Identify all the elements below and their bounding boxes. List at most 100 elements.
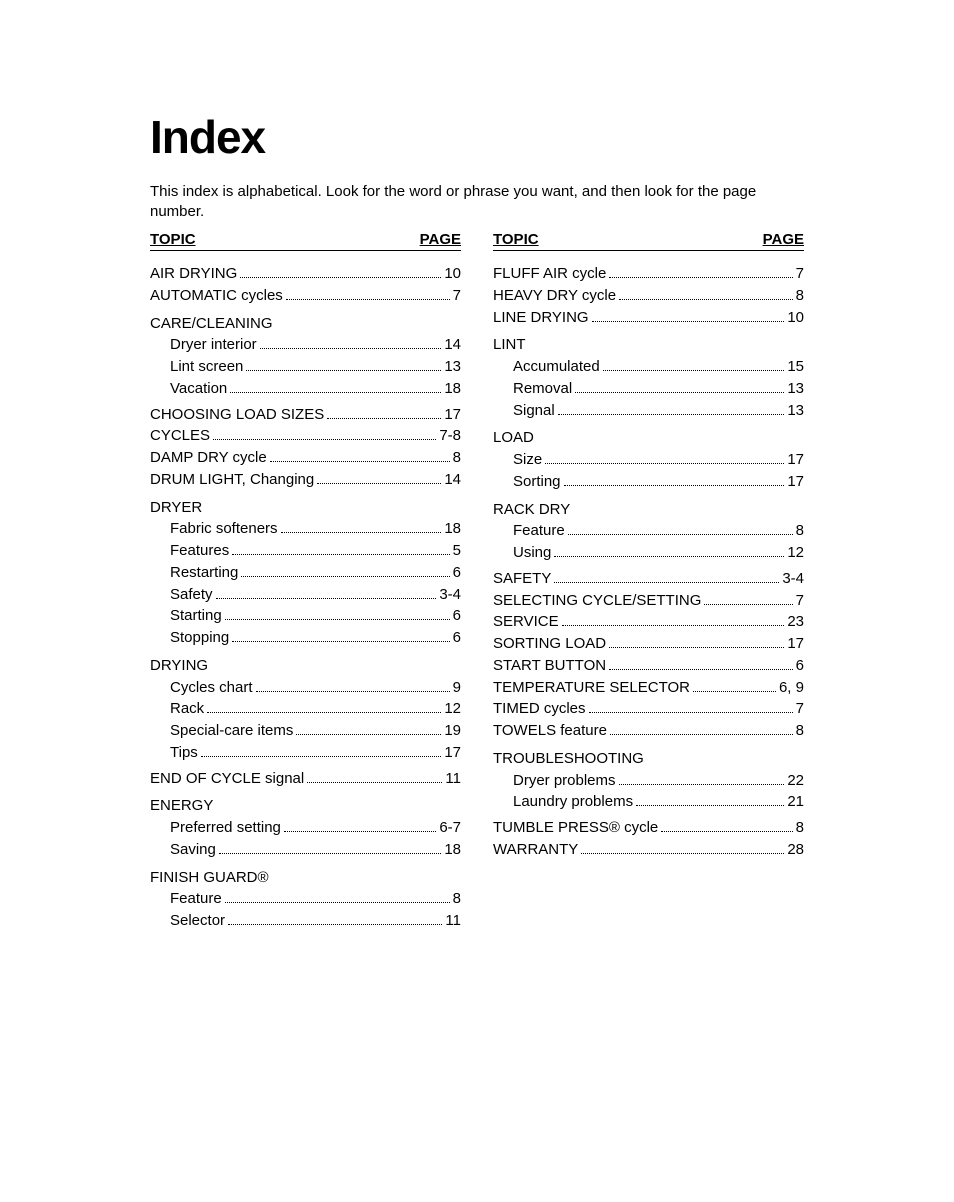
index-group-heading: LOAD (493, 427, 804, 449)
entry-label: AIR DRYING (150, 263, 237, 285)
entry-label: SELECTING CYCLE/SETTING (493, 590, 701, 612)
index-entry: FLUFF AIR cycle 7 (493, 263, 804, 285)
leader-dots (619, 299, 793, 300)
entry-label: TOWELS feature (493, 720, 607, 742)
index-subentry: Vacation 18 (150, 378, 461, 400)
index-entry: AIR DRYING10 (150, 263, 461, 285)
entry-page: 11 (445, 768, 461, 790)
entry-label: Signal (513, 400, 555, 422)
leader-dots (213, 439, 436, 440)
index-subentry: Dryer problems22 (493, 770, 804, 792)
entry-label: Saving (170, 839, 216, 861)
index-entry: SERVICE23 (493, 611, 804, 633)
entry-label: Accumulated (513, 356, 600, 378)
index-group-heading: CARE/CLEANING (150, 313, 461, 335)
entry-page: 23 (787, 611, 804, 633)
index-subentry: Features 5 (150, 540, 461, 562)
leader-dots (575, 392, 784, 393)
index-entry: CYCLES7-8 (150, 425, 461, 447)
entry-label: Restarting (170, 562, 238, 584)
entry-page: 6 (453, 562, 461, 584)
entry-page: 14 (444, 334, 461, 356)
index-group-heading: DRYING (150, 655, 461, 677)
index-group-heading: DRYER (150, 497, 461, 519)
entry-page: 7 (796, 590, 804, 612)
leader-dots (232, 641, 449, 642)
entry-label: END OF CYCLE signal (150, 768, 304, 790)
leader-dots (230, 392, 441, 393)
entry-label: FLUFF AIR cycle (493, 263, 606, 285)
entry-label: Features (170, 540, 229, 562)
entry-page: 6 (796, 655, 804, 677)
entry-page: 6-7 (439, 817, 461, 839)
index-entry: LINE DRYING10 (493, 307, 804, 329)
entry-page: 9 (453, 677, 461, 699)
index-subentry: Fabric softeners18 (150, 518, 461, 540)
leader-dots (581, 853, 784, 854)
entry-page: 28 (787, 839, 804, 861)
entry-page: 10 (787, 307, 804, 329)
index-subentry: Laundry problems21 (493, 791, 804, 813)
entry-label: CYCLES (150, 425, 210, 447)
leader-dots (636, 805, 784, 806)
entry-page: 8 (796, 520, 804, 542)
entry-label: Special-care items (170, 720, 293, 742)
index-subentry: Dryer interior 14 (150, 334, 461, 356)
entry-page: 18 (444, 378, 461, 400)
leader-dots (246, 370, 441, 371)
entry-label: Removal (513, 378, 572, 400)
index-subentry: Using12 (493, 542, 804, 564)
leader-dots (610, 734, 793, 735)
leader-dots (704, 604, 792, 605)
index-group-heading: TROUBLESHOOTING (493, 748, 804, 770)
entry-page: 6, 9 (779, 677, 804, 699)
entry-label: Dryer problems (513, 770, 616, 792)
index-entry: TEMPERATURE SELECTOR6, 9 (493, 677, 804, 699)
entry-page: 7 (453, 285, 461, 307)
right-column: TOPIC PAGE FLUFF AIR cycle7HEAVY DRY cyc… (493, 231, 804, 932)
index-subentry: Feature8 (150, 888, 461, 910)
index-subentry: Starting6 (150, 605, 461, 627)
leader-dots (327, 418, 441, 419)
column-header: TOPIC PAGE (493, 231, 804, 251)
index-group-heading: RACK DRY (493, 499, 804, 521)
entry-label: Size (513, 449, 542, 471)
entry-label: Dryer interior (170, 334, 257, 356)
entry-page: 8 (796, 817, 804, 839)
page-title: Index (150, 110, 804, 164)
index-entry: HEAVY DRY cycle8 (493, 285, 804, 307)
entry-label: Sorting (513, 471, 561, 493)
index-group-heading: FINISH GUARD® (150, 867, 461, 889)
leader-dots (201, 756, 442, 757)
index-group-heading: LINT (493, 334, 804, 356)
index-subentry: Rack12 (150, 698, 461, 720)
leader-dots (609, 277, 792, 278)
entry-page: 5 (453, 540, 461, 562)
entry-label: Vacation (170, 378, 227, 400)
index-subentry: Preferred setting6-7 (150, 817, 461, 839)
leader-dots (260, 348, 442, 349)
intro-text: This index is alphabetical. Look for the… (150, 182, 804, 221)
left-column: TOPIC PAGE AIR DRYING10AUTOMATIC cycles7… (150, 231, 461, 932)
entry-page: 8 (796, 285, 804, 307)
entry-label: START BUTTON (493, 655, 606, 677)
entry-page: 13 (787, 378, 804, 400)
entry-label: WARRANTY (493, 839, 578, 861)
entry-label: Cycles chart (170, 677, 253, 699)
entry-page: 7 (796, 263, 804, 285)
entry-page: 12 (444, 698, 461, 720)
entry-page: 8 (453, 447, 461, 469)
entry-page: 17 (787, 449, 804, 471)
entry-label: DRUM LIGHT, Changing (150, 469, 314, 491)
index-entry: SELECTING CYCLE/SETTING 7 (493, 590, 804, 612)
entry-label: Stopping (170, 627, 229, 649)
index-entry: SAFETY3-4 (493, 568, 804, 590)
entry-page: 8 (453, 888, 461, 910)
leader-dots (225, 619, 450, 620)
index-subentry: Saving18 (150, 839, 461, 861)
entry-label: Safety (170, 584, 213, 606)
leader-dots (568, 534, 793, 535)
leader-dots (240, 277, 441, 278)
leader-dots (307, 782, 442, 783)
entry-page: 3-4 (439, 584, 461, 606)
